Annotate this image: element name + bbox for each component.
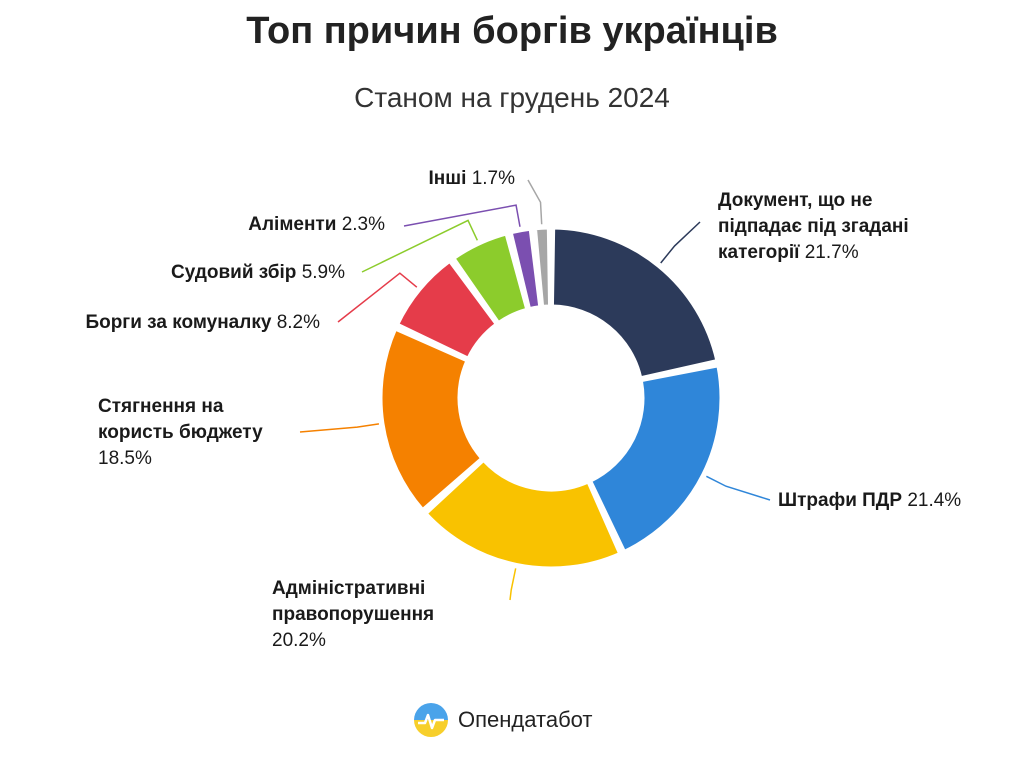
brand-logo: Опендатабот [412, 700, 593, 740]
chart-title: Топ причин боргів українців [246, 10, 778, 52]
label-other-name: Інші [428, 168, 467, 189]
label-document-name: Документ, що не підпадає під згадані катег… [718, 190, 909, 263]
leader-line-document [660, 221, 701, 264]
label-pdr-name: Штрафи ПДР [778, 490, 903, 511]
label-alimony: Аліменти 2.3% [150, 212, 385, 238]
label-budget-value: 18.5% [98, 448, 152, 469]
label-budget: Стягнення на користь бюджету 18.5% [98, 394, 263, 472]
slice-alimony [509, 227, 542, 311]
leader-line-admin [509, 568, 517, 601]
label-pdr-value: 21.4% [907, 490, 962, 511]
label-utilities-value: 8.2% [276, 312, 320, 333]
slice-document [550, 226, 719, 380]
label-admin-name: Адміністративні правопорушення [272, 578, 435, 625]
label-admin: Адміністративні правопорушення 20.2% [272, 576, 434, 654]
label-document: Документ, що не підпадає під згадані катег… [718, 188, 909, 266]
leader-line-budget [299, 423, 380, 433]
slice-admin [424, 458, 622, 570]
label-pdr: Штрафи ПДР 21.4% [778, 488, 961, 514]
chart-subtitle: Станом на грудень 2024 [354, 82, 670, 113]
label-court-fee: Судовий збір 5.9% [80, 260, 345, 286]
opendatabot-icon [414, 703, 448, 737]
leader-line-utilities [337, 272, 418, 323]
slice-budget [379, 327, 484, 512]
brand-name: Опендатабот [458, 707, 593, 732]
leader-line-pdr [706, 475, 771, 501]
leader-line-other [527, 179, 543, 225]
slice-other [534, 226, 552, 308]
label-budget-name: Стягнення на користь бюджету [98, 396, 263, 443]
slice-utilities [396, 259, 498, 360]
label-admin-value: 20.2% [272, 630, 326, 651]
label-utilities-name: Борги за комуналку [85, 312, 272, 333]
leader-lines [299, 179, 771, 601]
label-other-value: 1.7% [471, 168, 515, 189]
label-utilities: Борги за комуналку 8.2% [30, 310, 320, 336]
leader-line-court-fee [361, 219, 479, 273]
label-document-value: 21.7% [804, 242, 859, 263]
label-court-fee-value: 5.9% [301, 262, 345, 283]
slice-pdr [589, 364, 723, 553]
label-other: Інші 1.7% [330, 166, 515, 192]
label-court-fee-name: Судовий збір [171, 262, 297, 283]
slice-court-fee [452, 232, 529, 324]
leader-line-alimony [403, 204, 521, 227]
label-alimony-value: 2.3% [341, 214, 385, 235]
label-alimony-name: Аліменти [248, 214, 337, 235]
donut-slices [379, 226, 723, 570]
